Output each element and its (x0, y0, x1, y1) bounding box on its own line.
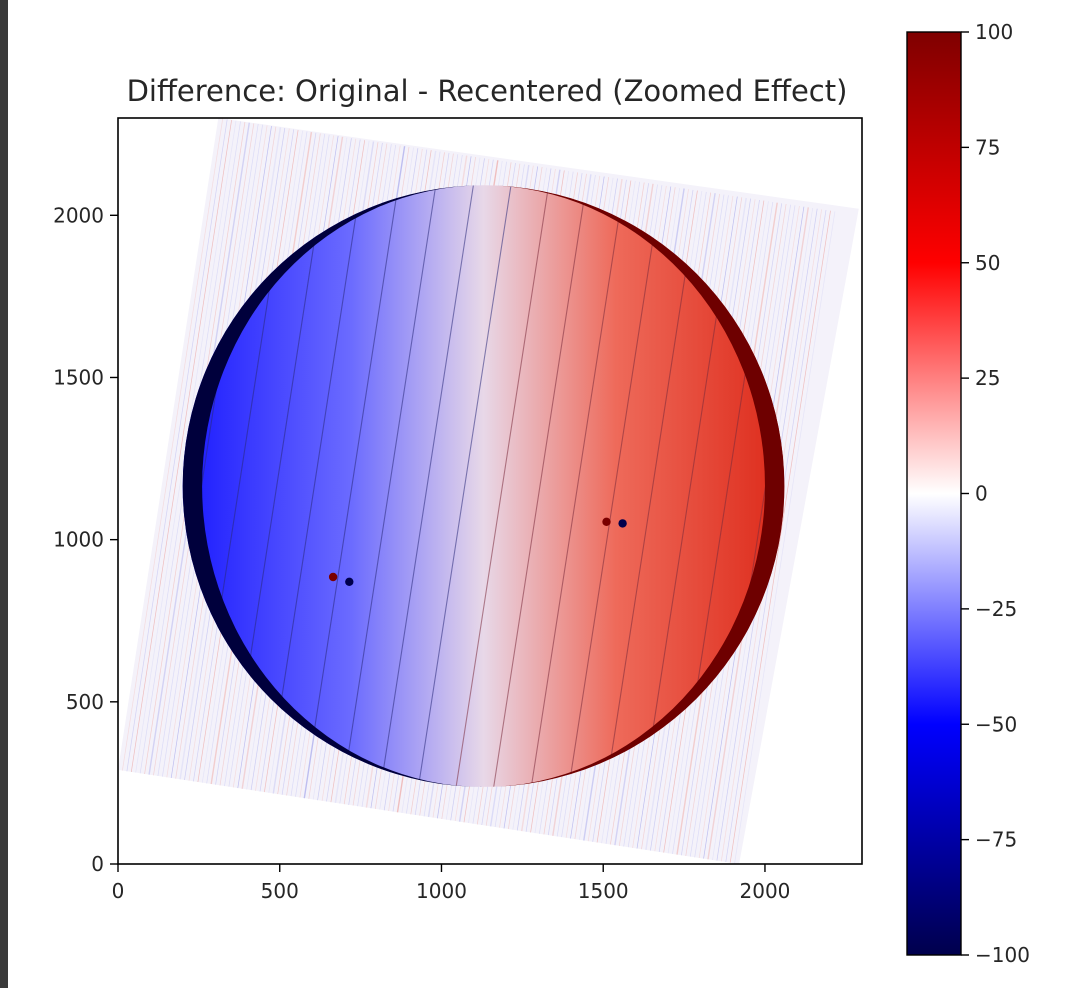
window-edge-strip (0, 0, 8, 988)
y-tick-label: 0 (91, 852, 104, 876)
frame-stripe (130, 119, 232, 773)
colorbar-tick-label: −50 (975, 712, 1017, 736)
sunspot (328, 572, 338, 582)
colorbar-tick-label: −75 (975, 828, 1017, 852)
x-tick-label: 0 (112, 879, 125, 903)
sunspot (602, 517, 611, 526)
y-tick-label: 1500 (53, 365, 104, 389)
x-tick-label: 500 (261, 879, 299, 903)
x-tick-label: 1500 (578, 879, 629, 903)
colorbar-tick-label: −25 (975, 597, 1017, 621)
disk-streak (559, 185, 671, 787)
disk-streak (371, 185, 483, 787)
x-tick-label: 2000 (740, 879, 791, 903)
x-axis: 0 500 1000 1500 2000 (112, 864, 791, 903)
frame-stripe (126, 119, 228, 772)
chart-title: Difference: Original - Recentered (Zoome… (127, 74, 848, 108)
disk-streak (484, 185, 596, 787)
colorbar-tick-label: 75 (975, 135, 1000, 159)
axes-frame (117, 117, 863, 865)
disk-streak (409, 185, 521, 787)
disk-streak (296, 185, 408, 787)
y-axis: 0 500 1000 1500 2000 (53, 203, 118, 876)
disk-body (182, 185, 785, 787)
y-tick-label: 500 (66, 690, 104, 714)
disk-streak (334, 185, 445, 787)
plot-area (118, 118, 862, 864)
disk-streak (522, 185, 633, 787)
colorbar-axis: 100 75 50 25 0 −25 −50 −75 −100 (961, 20, 1030, 967)
colorbar-tick-label: −100 (975, 943, 1030, 967)
colorbar (906, 31, 962, 956)
sunspots (328, 517, 627, 586)
frame-stripe (734, 211, 836, 864)
x-tick-label: 1000 (416, 879, 467, 903)
disk-streak (446, 185, 558, 787)
colorbar-tick-label: 100 (975, 20, 1013, 44)
y-tick-label: 2000 (53, 203, 104, 227)
frame-stripe (729, 210, 831, 863)
frame-stripe (122, 118, 224, 771)
sunspot (618, 519, 627, 528)
colorbar-tick-label: 25 (975, 366, 1000, 390)
colorbar-tick-label: 50 (975, 251, 1000, 275)
sunspot (345, 577, 354, 586)
colorbar-tick-label: 0 (975, 482, 988, 506)
y-tick-label: 1000 (53, 528, 104, 552)
